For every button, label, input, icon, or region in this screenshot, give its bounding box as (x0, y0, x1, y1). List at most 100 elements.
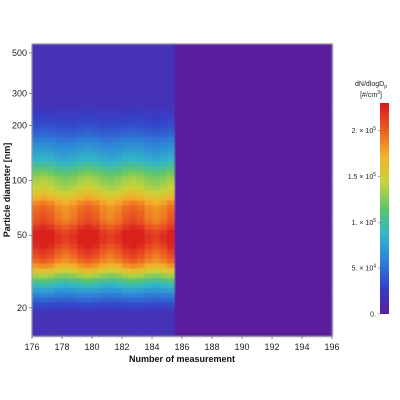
heatmap-cell (62, 107, 71, 113)
heatmap-cell (212, 282, 221, 288)
heatmap-cell (47, 282, 56, 288)
heatmap-cell (189, 263, 198, 269)
heatmap-cell (219, 165, 228, 172)
heatmap-cell (242, 287, 251, 293)
heatmap-cell (257, 175, 266, 181)
heatmap-cell (182, 121, 191, 128)
heatmap-cell (287, 48, 296, 55)
heatmap-cell (159, 58, 168, 65)
heatmap-cell (227, 165, 236, 172)
heatmap-cell (32, 287, 41, 293)
heatmap-cell (234, 117, 243, 123)
heatmap-cell (249, 136, 258, 142)
heatmap-cell (317, 185, 326, 191)
heatmap-cell (182, 326, 191, 332)
heatmap-cell (129, 248, 138, 254)
heatmap-cell (272, 238, 281, 245)
heatmap-cell (77, 141, 86, 147)
heatmap-cell (62, 228, 71, 235)
heatmap-cell (287, 78, 296, 84)
heatmap-cell (174, 180, 183, 186)
heatmap-cell (234, 306, 243, 313)
heatmap-cell (167, 311, 176, 318)
heatmap-cell (264, 228, 273, 235)
heatmap-cell (204, 180, 213, 186)
heatmap-cell (39, 292, 48, 298)
heatmap-cell (189, 107, 198, 113)
heatmap-cell (137, 165, 146, 172)
heatmap-cell (309, 165, 318, 172)
heatmap-cell (182, 78, 191, 84)
heatmap-cell (189, 258, 198, 264)
heatmap-cell (32, 121, 41, 128)
heatmap-cell (47, 121, 56, 128)
heatmap-cell (47, 165, 56, 172)
heatmap-cell (234, 209, 243, 215)
heatmap-cell (272, 87, 281, 94)
heatmap-cell (69, 204, 78, 211)
heatmap-cell (324, 190, 333, 196)
heatmap-cell (287, 228, 296, 235)
heatmap-cell (302, 121, 311, 128)
heatmap-cell (107, 136, 116, 142)
heatmap-cell (122, 151, 131, 157)
heatmap-cell (287, 102, 296, 108)
heatmap-cell (212, 253, 221, 259)
heatmap-cell (62, 175, 71, 181)
heatmap-cell (227, 112, 236, 118)
heatmap-cell (234, 282, 243, 288)
heatmap-cell (309, 238, 318, 245)
heatmap-cell (122, 78, 131, 84)
heatmap-cell (174, 82, 183, 89)
heatmap-cell (324, 180, 333, 186)
heatmap-cell (204, 297, 213, 303)
heatmap-cell (69, 219, 78, 225)
heatmap-cell (92, 170, 101, 176)
heatmap-cell (219, 160, 228, 167)
heatmap-cell (204, 301, 213, 308)
heatmap-cell (54, 282, 63, 288)
heatmap-cell (324, 292, 333, 298)
heatmap-cell (204, 267, 213, 274)
heatmap-cell (294, 151, 303, 157)
heatmap-cell (317, 224, 326, 230)
heatmap-cell (99, 97, 108, 103)
heatmap-cell (249, 131, 258, 138)
heatmap-cell (302, 224, 311, 230)
heatmap-cell (167, 306, 176, 313)
heatmap-cell (294, 146, 303, 152)
heatmap-cell (69, 44, 78, 50)
heatmap-cell (279, 136, 288, 142)
heatmap-cell (242, 214, 251, 220)
heatmap-cell (54, 219, 63, 225)
heatmap-cell (84, 301, 93, 308)
heatmap-cell (54, 326, 63, 332)
heatmap-cell (159, 63, 168, 69)
heatmap-cell (62, 97, 71, 103)
heatmap-cell (84, 194, 93, 201)
heatmap-cell (227, 243, 236, 249)
heatmap-cell (174, 331, 183, 337)
heatmap-cell (279, 253, 288, 259)
heatmap-cell (182, 238, 191, 245)
heatmap-cell (77, 78, 86, 84)
heatmap-cell (204, 277, 213, 284)
heatmap-cell (219, 92, 228, 99)
heatmap-cell (257, 311, 266, 318)
heatmap-cell (77, 209, 86, 215)
heatmap-cell (159, 233, 168, 240)
heatmap-cell (264, 287, 273, 293)
heatmap-cell (152, 282, 161, 288)
heatmap-cell (227, 185, 236, 191)
heatmap-cell (167, 238, 176, 245)
heatmap-cell (92, 224, 101, 230)
heatmap-cell (324, 131, 333, 138)
heatmap-cell (257, 48, 266, 55)
heatmap-cell (137, 117, 146, 123)
heatmap-cell (137, 311, 146, 318)
heatmap-cell (129, 194, 138, 201)
heatmap-cell (242, 73, 251, 79)
heatmap-cell (182, 287, 191, 293)
heatmap-cell (92, 63, 101, 69)
heatmap-cell (302, 311, 311, 318)
